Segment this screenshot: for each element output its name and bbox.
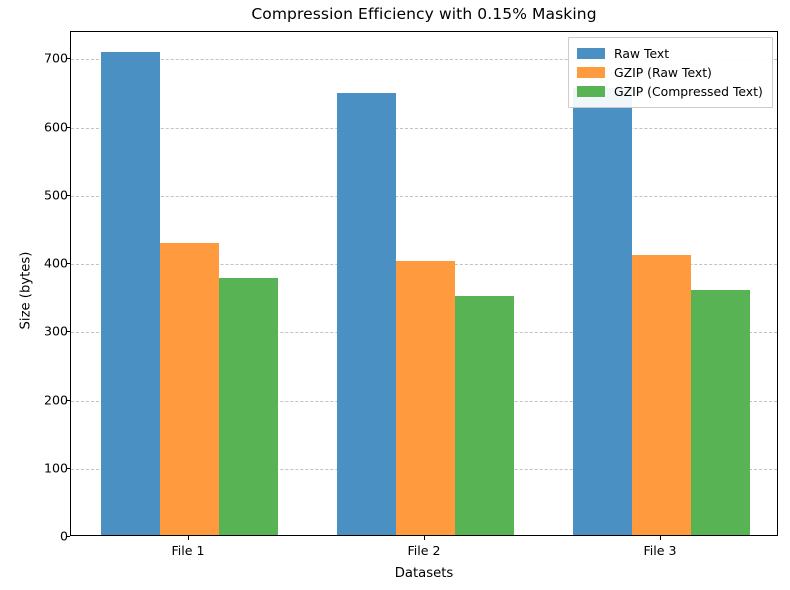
x-tick-label: File 3 (643, 543, 677, 558)
legend-swatch-icon (577, 48, 605, 59)
y-tick-mark (66, 399, 70, 401)
bar (572, 88, 632, 535)
y-tick-label: 400 (43, 255, 68, 271)
bar (395, 260, 455, 535)
legend-label: Raw Text (614, 46, 670, 61)
y-tick-mark (66, 58, 70, 60)
legend-item: Raw Text (577, 44, 763, 63)
y-tick-label: 0 (59, 528, 68, 544)
y-tick-label: 100 (43, 460, 68, 476)
legend-item: GZIP (Compressed Text) (577, 82, 763, 101)
y-tick-label: 600 (43, 119, 68, 135)
y-tick-label: 300 (43, 323, 68, 339)
legend-label: GZIP (Compressed Text) (614, 84, 763, 99)
bar (218, 277, 278, 535)
y-tick-mark (66, 536, 70, 537)
bar (631, 255, 691, 535)
bar (336, 93, 396, 535)
y-tick-label: 700 (43, 50, 68, 66)
legend-label: GZIP (Raw Text) (614, 65, 712, 80)
legend-swatch-icon (577, 86, 605, 97)
chart-title: Compression Efficiency with 0.15% Maskin… (251, 5, 597, 23)
legend-swatch-icon (577, 67, 605, 78)
bar (100, 51, 160, 535)
y-tick-mark (66, 467, 70, 469)
gridline (71, 59, 777, 61)
x-tick-label: File 2 (407, 543, 441, 558)
x-tick-mark (188, 536, 189, 540)
legend-item: GZIP (Raw Text) (577, 63, 763, 82)
gridline (71, 195, 777, 197)
y-tick-mark (66, 194, 70, 196)
y-tick-label: 200 (43, 392, 68, 407)
chart-legend: Raw Text GZIP (Raw Text) GZIP (Compressed … (568, 37, 773, 108)
gridline (71, 127, 777, 129)
x-tick-mark (660, 536, 661, 540)
bar (690, 290, 750, 535)
y-axis-title: Size (bytes) (18, 251, 34, 330)
x-tick-label: File 1 (171, 543, 205, 558)
bar (454, 296, 514, 535)
y-tick-mark (66, 263, 70, 265)
x-axis-title: Datasets (394, 566, 454, 581)
bar (159, 242, 219, 535)
x-tick-mark (424, 536, 425, 540)
y-tick-mark (66, 126, 70, 128)
plot-area (70, 31, 778, 536)
y-tick-label: 500 (43, 187, 68, 203)
y-tick-mark (66, 331, 70, 333)
